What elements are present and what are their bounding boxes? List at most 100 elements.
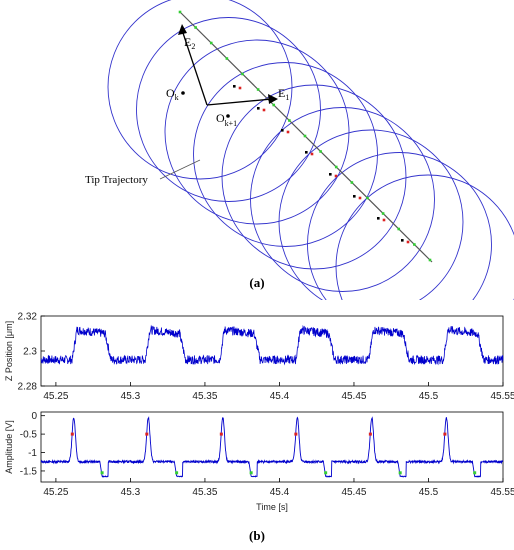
black-marker: [329, 173, 332, 176]
tip-circle: [335, 174, 514, 300]
plots-panel-b: Z Position [μm] 2.282.32.32 45.25 45.3 45.…: [4, 312, 514, 544]
red-marker: [406, 240, 410, 244]
red-point: [294, 432, 298, 436]
ok1-label: Ok+1: [216, 111, 237, 128]
amplitude-ylabel: Amplitude [V]: [4, 420, 14, 474]
green-marker: [288, 119, 291, 122]
xtick-label: 45.5: [419, 487, 439, 498]
amplitude-series: [40, 416, 504, 478]
xtick-label: 45.5: [419, 391, 439, 402]
green-point: [175, 471, 179, 475]
tip-circle: [221, 84, 407, 270]
tip-circle: [250, 107, 435, 292]
xtick-label: 45.4: [270, 487, 290, 498]
time-xlabel: Time [s]: [256, 502, 288, 512]
ytick-label: 2.32: [18, 312, 38, 323]
amplitude-axes: [40, 411, 504, 483]
red-marker: [382, 218, 386, 222]
e2-arrowhead: [178, 24, 187, 35]
xtick-label: 45.35: [192, 391, 217, 402]
red-marker: [334, 174, 338, 178]
green-point: [100, 471, 104, 475]
black-marker: [377, 217, 380, 220]
red-marker: [310, 152, 314, 156]
ytick-label: 2.28: [18, 382, 38, 393]
green-marker: [272, 103, 276, 107]
z-position-yticks: 2.28 2.3 2.32: [18, 312, 45, 393]
green-marker: [366, 196, 369, 200]
trajectory-markers: [178, 10, 432, 262]
amplitude-xticks: 45.25 45.3 45.35 45.4 45.45 45.5 45.55: [43, 478, 514, 498]
black-marker: [257, 107, 260, 110]
tip-trajectory-label: Tip Trajectory: [85, 174, 148, 186]
xtick-label: 45.55: [490, 391, 514, 402]
z-position-xticks: 45.25 45.3 45.35 45.4 45.45 45.5 45.55: [43, 382, 514, 402]
amplitude-yticks: 0 -0.5 -1 -1.5: [20, 411, 45, 477]
tip-circle: [136, 17, 321, 202]
green-marker: [334, 165, 338, 169]
green-point: [249, 471, 253, 475]
green-point: [473, 471, 477, 475]
ytick-label: 0: [31, 411, 37, 422]
green-marker: [413, 243, 416, 246]
ytick-label: -0.5: [20, 430, 38, 441]
ok-label: Ok: [166, 86, 179, 102]
black-marker: [401, 239, 404, 242]
xtick-label: 45.3: [121, 391, 141, 402]
amplitude-markers: [70, 432, 477, 475]
z-position-axes: [40, 315, 504, 387]
xtick-label: 45.35: [192, 487, 217, 498]
tip-circle: [307, 152, 492, 300]
ytick-label: 2.3: [23, 347, 37, 358]
ytick-label: -1.5: [20, 466, 38, 477]
e1-label: E1: [278, 86, 289, 102]
ok1-point: [226, 114, 230, 118]
green-marker: [256, 88, 260, 91]
tip-trajectory-pointer: [159, 159, 201, 180]
tip-circles: [107, 0, 514, 300]
black-marker: [281, 129, 284, 132]
black-marker: [233, 85, 236, 88]
red-point: [145, 432, 149, 436]
caption-b: (b): [249, 528, 265, 543]
red-point: [70, 432, 74, 436]
tip-circle: [107, 0, 293, 180]
green-marker: [178, 10, 182, 14]
xtick-label: 45.3: [121, 487, 141, 498]
red-marker: [238, 86, 242, 90]
red-point: [368, 432, 372, 436]
diagram-panel-a: E2 E1 Ok Ok+1 Tip Trajectory (a): [85, 0, 514, 300]
z-position-series: [40, 324, 504, 366]
e1-vector: [206, 98, 273, 106]
tip-circle: [278, 129, 464, 300]
e1-arrowhead: [268, 94, 278, 104]
e2-vector: [181, 29, 208, 106]
e2-label: E2: [184, 35, 195, 51]
red-marker: [262, 108, 266, 112]
tip-circle: [193, 62, 378, 247]
black-marker: [353, 195, 356, 198]
green-marker: [397, 227, 401, 231]
xtick-label: 45.55: [490, 487, 514, 498]
ok-point: [181, 91, 185, 95]
red-point: [219, 432, 223, 436]
xtick-label: 45.45: [341, 391, 366, 402]
xtick-label: 45.25: [43, 391, 68, 402]
z-position-ylabel: Z Position [μm]: [4, 321, 14, 381]
xtick-label: 45.4: [270, 391, 290, 402]
green-marker: [241, 72, 244, 76]
green-marker: [303, 134, 307, 138]
black-marker: [305, 151, 308, 154]
tip-circle: [164, 39, 350, 225]
red-marker: [358, 196, 362, 200]
green-marker: [194, 26, 197, 29]
green-marker: [319, 150, 322, 153]
red-point: [443, 432, 447, 436]
xtick-label: 45.45: [341, 487, 366, 498]
green-marker: [209, 41, 213, 45]
green-point: [398, 471, 402, 475]
green-point: [324, 471, 328, 475]
red-marker: [286, 130, 290, 134]
green-marker: [428, 258, 432, 262]
green-marker: [350, 181, 354, 184]
